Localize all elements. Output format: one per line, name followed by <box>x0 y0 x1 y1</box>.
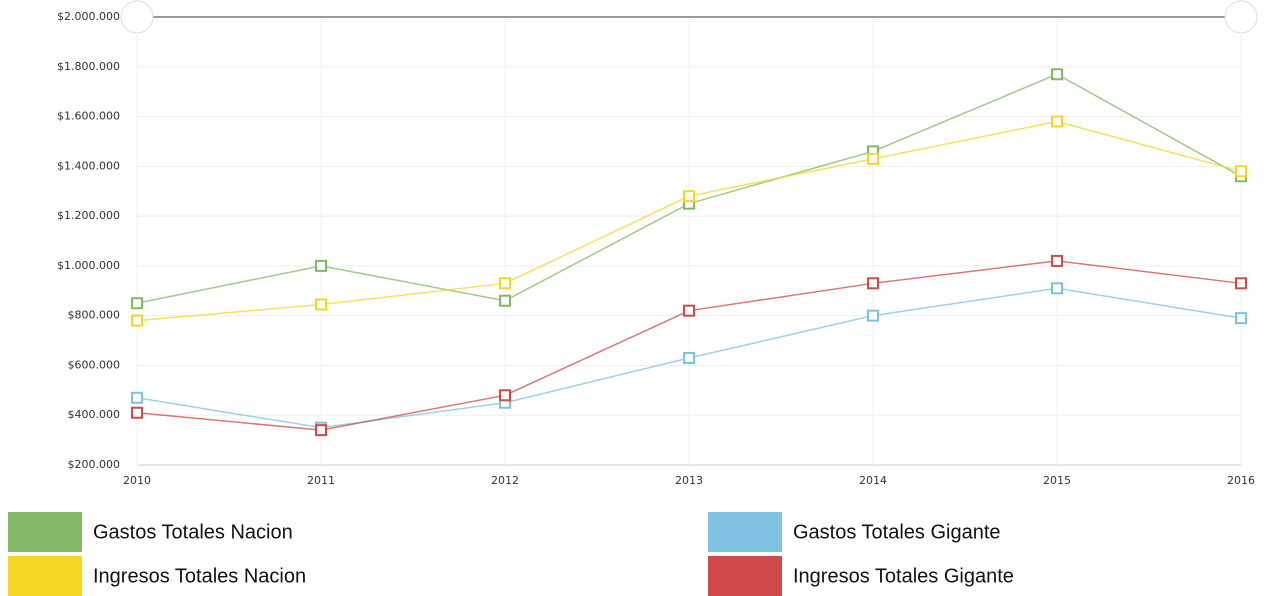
point-marker <box>867 309 879 322</box>
point-marker <box>1051 254 1063 267</box>
scrollbar[interactable] <box>120 0 1258 34</box>
scrollbar-handle[interactable] <box>120 0 154 34</box>
legend-item: Gastos Totales Gigante <box>708 512 1001 552</box>
point-marker <box>1235 312 1247 325</box>
y-tick-label: $2.000.000 <box>57 10 120 23</box>
plot: $200.000 $400.000 $600.000 $800.000 $1.000.0… <box>8 10 1255 596</box>
point-marker <box>131 406 143 419</box>
point-marker <box>499 277 511 290</box>
legend-swatch <box>8 556 82 596</box>
x-tick-label: 2012 <box>491 474 519 487</box>
legend-label: Gastos Totales Nacion <box>93 521 293 543</box>
y-tick-label: $600.000 <box>68 358 121 371</box>
y-tick-label: $1.600.000 <box>57 110 120 123</box>
legend-item: Ingresos Totales Gigante <box>708 556 1014 596</box>
point-marker <box>683 190 695 203</box>
y-tick-label: $1.400.000 <box>57 159 120 172</box>
legend-label: Gastos Totales Gigante <box>793 521 1001 543</box>
point-marker <box>683 304 695 317</box>
point-marker <box>315 424 327 437</box>
scrollbar-handle[interactable] <box>1224 0 1258 34</box>
y-tick-label: $1.800.000 <box>57 60 120 73</box>
legend: Gastos Totales Nacion Ingresos Totales Na… <box>8 512 1014 596</box>
y-tick-label: $800.000 <box>68 309 121 322</box>
point-marker <box>683 351 695 364</box>
point-marker <box>1235 277 1247 290</box>
y-tick-label: $1.200.000 <box>57 209 120 222</box>
point-marker <box>867 152 879 165</box>
x-tick-label: 2015 <box>1043 474 1071 487</box>
point-marker <box>131 314 143 327</box>
point-marker <box>315 259 327 272</box>
legend-label: Ingresos Totales Nacion <box>93 565 306 587</box>
point-marker <box>1051 115 1063 128</box>
legend-swatch <box>708 556 782 596</box>
point-marker <box>499 389 511 402</box>
x-tick-label: 2016 <box>1227 474 1255 487</box>
point-marker <box>131 297 143 310</box>
y-tick-label: $200.000 <box>68 458 121 471</box>
x-tick-label: 2014 <box>859 474 887 487</box>
x-tick-label: 2013 <box>675 474 703 487</box>
legend-label: Ingresos Totales Gigante <box>793 565 1014 587</box>
y-tick-label: $400.000 <box>68 408 121 421</box>
x-tick-label: 2010 <box>123 474 151 487</box>
point-marker <box>1051 68 1063 81</box>
legend-swatch <box>8 512 82 552</box>
legend-item: Gastos Totales Nacion <box>8 512 293 552</box>
point-marker <box>315 298 327 311</box>
point-marker <box>1051 282 1063 295</box>
point-marker <box>131 391 143 404</box>
y-tick-label: $1.000.000 <box>57 259 120 272</box>
point-marker <box>499 294 511 307</box>
point-marker <box>867 277 879 290</box>
legend-swatch <box>708 512 782 552</box>
legend-item: Ingresos Totales Nacion <box>8 556 306 596</box>
point-marker <box>1235 165 1247 178</box>
x-tick-label: 2011 <box>307 474 335 487</box>
